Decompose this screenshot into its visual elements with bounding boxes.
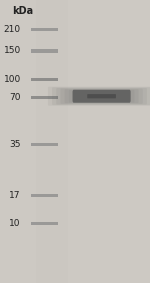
FancyBboxPatch shape (31, 222, 58, 225)
FancyBboxPatch shape (48, 87, 150, 106)
FancyBboxPatch shape (36, 0, 68, 283)
FancyBboxPatch shape (73, 90, 131, 103)
FancyBboxPatch shape (31, 78, 58, 81)
FancyBboxPatch shape (31, 194, 58, 197)
Text: 70: 70 (9, 93, 21, 102)
FancyBboxPatch shape (69, 90, 134, 102)
Text: 100: 100 (4, 75, 21, 84)
FancyBboxPatch shape (31, 49, 58, 53)
Text: 35: 35 (9, 140, 21, 149)
FancyBboxPatch shape (31, 143, 58, 146)
FancyBboxPatch shape (56, 88, 147, 104)
Text: 10: 10 (9, 219, 21, 228)
Text: 150: 150 (4, 46, 21, 55)
Text: 17: 17 (9, 191, 21, 200)
FancyBboxPatch shape (31, 96, 58, 99)
FancyBboxPatch shape (60, 89, 143, 104)
Text: 210: 210 (4, 25, 21, 34)
FancyBboxPatch shape (31, 28, 58, 31)
FancyBboxPatch shape (87, 94, 116, 98)
Text: kDa: kDa (12, 6, 33, 16)
FancyBboxPatch shape (65, 89, 139, 103)
FancyBboxPatch shape (52, 87, 150, 105)
